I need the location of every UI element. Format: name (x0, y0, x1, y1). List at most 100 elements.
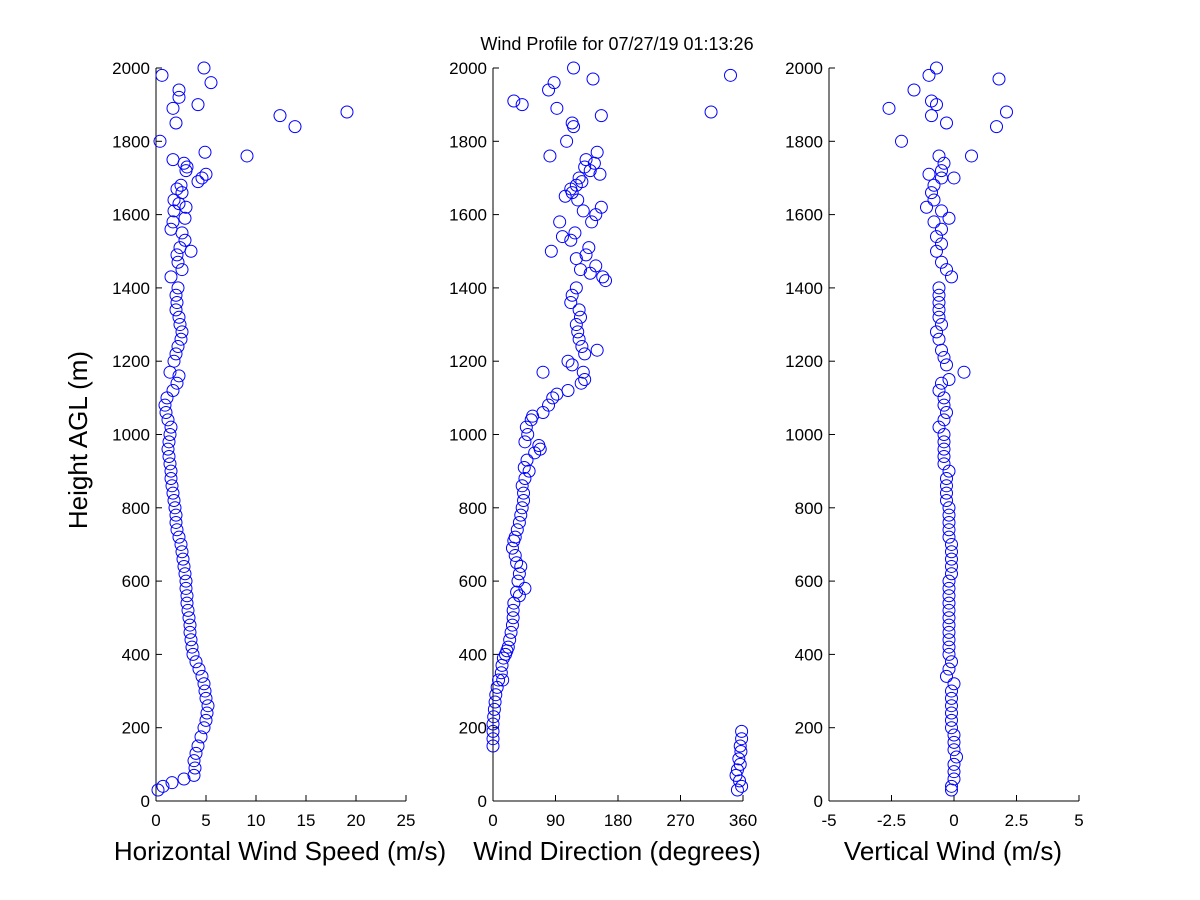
y-tick-label: 600 (122, 572, 150, 591)
data-point (942, 574, 956, 588)
data-point (735, 724, 749, 738)
data-point (175, 325, 189, 339)
data-point (240, 149, 254, 163)
data-point (204, 76, 218, 90)
data-point (907, 83, 921, 97)
data-point (945, 721, 958, 735)
x-axis-label-vertical-wind: Vertical Wind (m/s) (844, 836, 1062, 866)
x-tick-label: 20 (347, 811, 366, 830)
data-point (546, 391, 560, 405)
data-point (932, 332, 946, 346)
x-tick-label: 90 (546, 811, 565, 830)
data-point (181, 603, 195, 617)
data-point (937, 428, 951, 441)
data-point (950, 750, 963, 764)
data-point (579, 248, 593, 262)
data-point (518, 471, 532, 485)
x-tick-label: 0 (151, 811, 160, 830)
data-point (488, 695, 502, 709)
data-point (920, 200, 933, 214)
data-point (197, 721, 211, 735)
data-point (940, 358, 953, 372)
data-point (158, 398, 172, 412)
data-point (183, 625, 197, 639)
data-point (518, 435, 532, 449)
data-point (599, 274, 612, 288)
data-point (166, 215, 180, 229)
data-point (198, 145, 212, 159)
data-point (937, 398, 951, 412)
data-point (544, 244, 558, 258)
data-point (942, 647, 956, 661)
data-point (514, 508, 528, 522)
data-point (945, 706, 958, 720)
data-point (507, 94, 521, 108)
data-point (927, 178, 941, 192)
data-point (578, 160, 592, 174)
data-point (932, 149, 946, 163)
data-point (561, 354, 575, 368)
data-point (166, 384, 180, 398)
data-point (735, 779, 749, 793)
y-tick-label: 200 (459, 719, 487, 738)
data-point (501, 640, 515, 654)
y-tick-label: 0 (141, 792, 150, 811)
data-point (520, 453, 534, 467)
data-point (937, 457, 951, 471)
data-point (932, 420, 946, 434)
data-point (935, 343, 948, 357)
data-point (594, 109, 608, 123)
data-point (550, 101, 564, 115)
x-tick-label: 360 (729, 811, 757, 830)
data-point (273, 109, 287, 123)
data-point (937, 391, 951, 405)
data-point (942, 662, 956, 676)
data-point (589, 259, 603, 273)
y-tick-label: 400 (795, 645, 823, 664)
data-point (180, 160, 194, 174)
data-point (925, 186, 938, 200)
data-point (564, 233, 578, 247)
data-point (486, 739, 500, 753)
data-point (510, 556, 524, 570)
data-point (521, 428, 535, 441)
data-point (942, 618, 956, 632)
data-point (937, 435, 951, 449)
data-point (186, 647, 200, 661)
data-point (965, 149, 978, 163)
data-point (935, 237, 948, 251)
data-point (940, 669, 953, 683)
y-tick-label: 600 (459, 572, 487, 591)
data-point (561, 384, 575, 398)
data-point (508, 530, 522, 544)
data-point (167, 354, 181, 368)
y-tick-label: 1800 (785, 132, 823, 151)
data-point (930, 61, 943, 75)
data-point (937, 156, 951, 170)
data-point (191, 98, 205, 112)
data-point (506, 603, 520, 617)
data-point (940, 471, 953, 485)
data-point (945, 559, 958, 573)
data-point (340, 105, 354, 119)
data-point (555, 230, 569, 244)
data-point (195, 669, 209, 683)
data-point (942, 625, 956, 639)
data-point (935, 204, 948, 218)
data-point (164, 420, 178, 434)
data-point (542, 398, 556, 412)
data-point (200, 706, 214, 720)
data-point (169, 347, 183, 361)
data-point (170, 182, 184, 196)
data-point (576, 365, 590, 379)
data-point (288, 120, 302, 134)
data-point (486, 732, 500, 746)
data-point (594, 200, 608, 214)
data-point (179, 581, 193, 595)
data-point (179, 574, 193, 588)
x-tick-label: 180 (604, 811, 632, 830)
data-point (163, 428, 177, 441)
wind-direction-panel: Wind Direction (degrees) 0 200 400 600 800 10… (449, 59, 761, 866)
x-tick-label: 270 (666, 811, 694, 830)
data-point (942, 523, 956, 537)
